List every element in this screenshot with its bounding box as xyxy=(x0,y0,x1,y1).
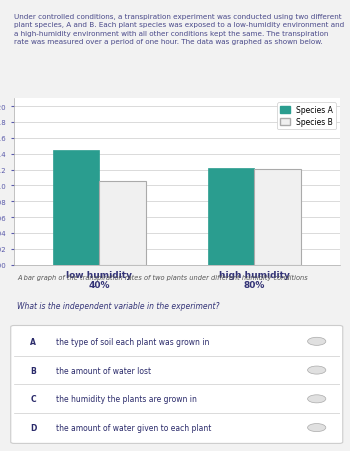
Circle shape xyxy=(308,395,326,403)
Bar xyxy=(254,170,301,265)
Text: the amount of water lost: the amount of water lost xyxy=(56,366,152,375)
Legend: Species A, Species B: Species A, Species B xyxy=(278,103,336,130)
Circle shape xyxy=(308,423,326,432)
Text: A: A xyxy=(30,337,36,346)
Text: the amount of water given to each plant: the amount of water given to each plant xyxy=(56,423,212,432)
Text: B: B xyxy=(30,366,36,375)
Text: the humidity the plants are grown in: the humidity the plants are grown in xyxy=(56,395,197,404)
Text: A bar graph of the transpiration rates of two plants under different humidity co: A bar graph of the transpiration rates o… xyxy=(17,274,308,281)
Circle shape xyxy=(308,366,326,374)
Bar xyxy=(99,182,146,265)
Text: the type of soil each plant was grown in: the type of soil each plant was grown in xyxy=(56,337,210,346)
Text: D: D xyxy=(30,423,37,432)
FancyBboxPatch shape xyxy=(11,326,343,443)
Bar xyxy=(53,150,99,265)
Text: C: C xyxy=(30,395,36,404)
Text: Under controlled conditions, a transpiration experiment was conducted using two : Under controlled conditions, a transpira… xyxy=(14,14,344,45)
Text: What is the independent variable in the experiment?: What is the independent variable in the … xyxy=(17,301,220,310)
Circle shape xyxy=(308,337,326,345)
Bar xyxy=(208,169,254,265)
